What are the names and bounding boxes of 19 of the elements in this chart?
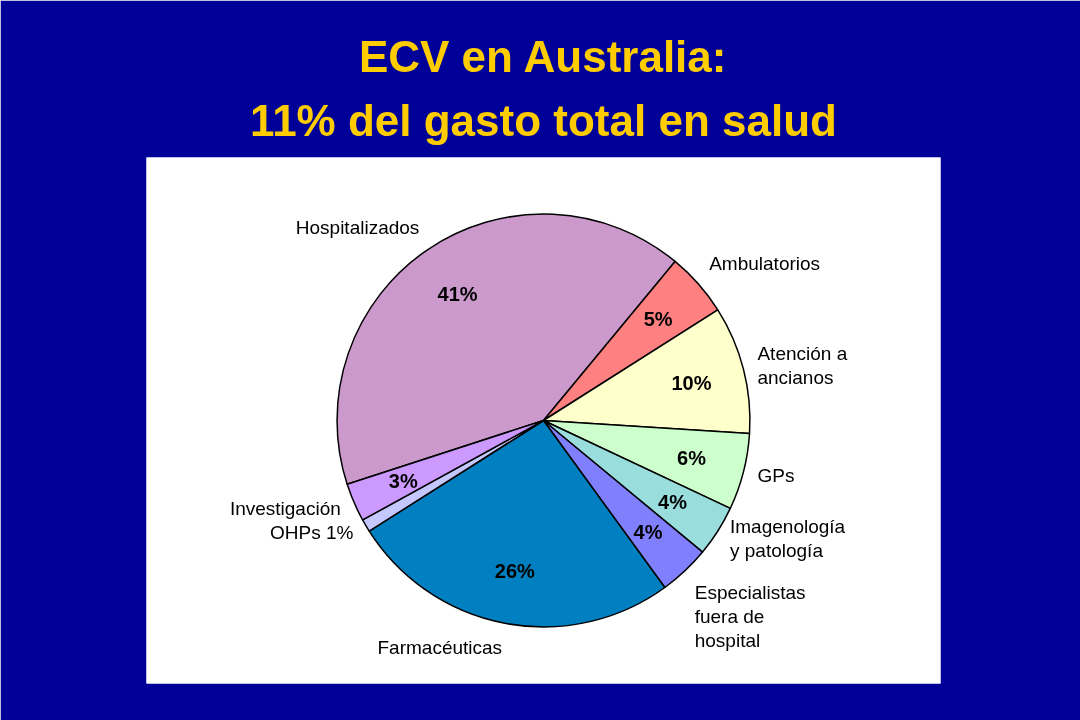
slice-label: Investigación — [229, 497, 341, 519]
slice-label: Imagenología y patología — [730, 516, 846, 562]
slice-label: OHPs 1% — [269, 522, 354, 544]
data-label: 4% — [658, 491, 688, 514]
chart-title: ECV en Australia: — [358, 31, 727, 81]
slice-label: Hospitalizados — [295, 216, 420, 238]
chart-subtitle: 11% del gasto total en salud — [250, 95, 837, 145]
data-label: 3% — [388, 470, 418, 493]
data-label: 41% — [437, 283, 478, 306]
data-label: 5% — [643, 308, 673, 331]
data-label: 26% — [494, 559, 536, 582]
slice-label: Ambulatorios — [709, 253, 821, 275]
slice-label: Atención a ancianos — [757, 342, 848, 389]
slice-label: Farmacéuticas — [377, 637, 503, 659]
slice-label: Especialistas fuera de hospital — [694, 581, 806, 651]
data-label: 4% — [633, 520, 663, 543]
data-label: 6% — [677, 447, 707, 470]
data-label: 10% — [671, 371, 712, 394]
slice-label: GPs — [757, 464, 795, 486]
